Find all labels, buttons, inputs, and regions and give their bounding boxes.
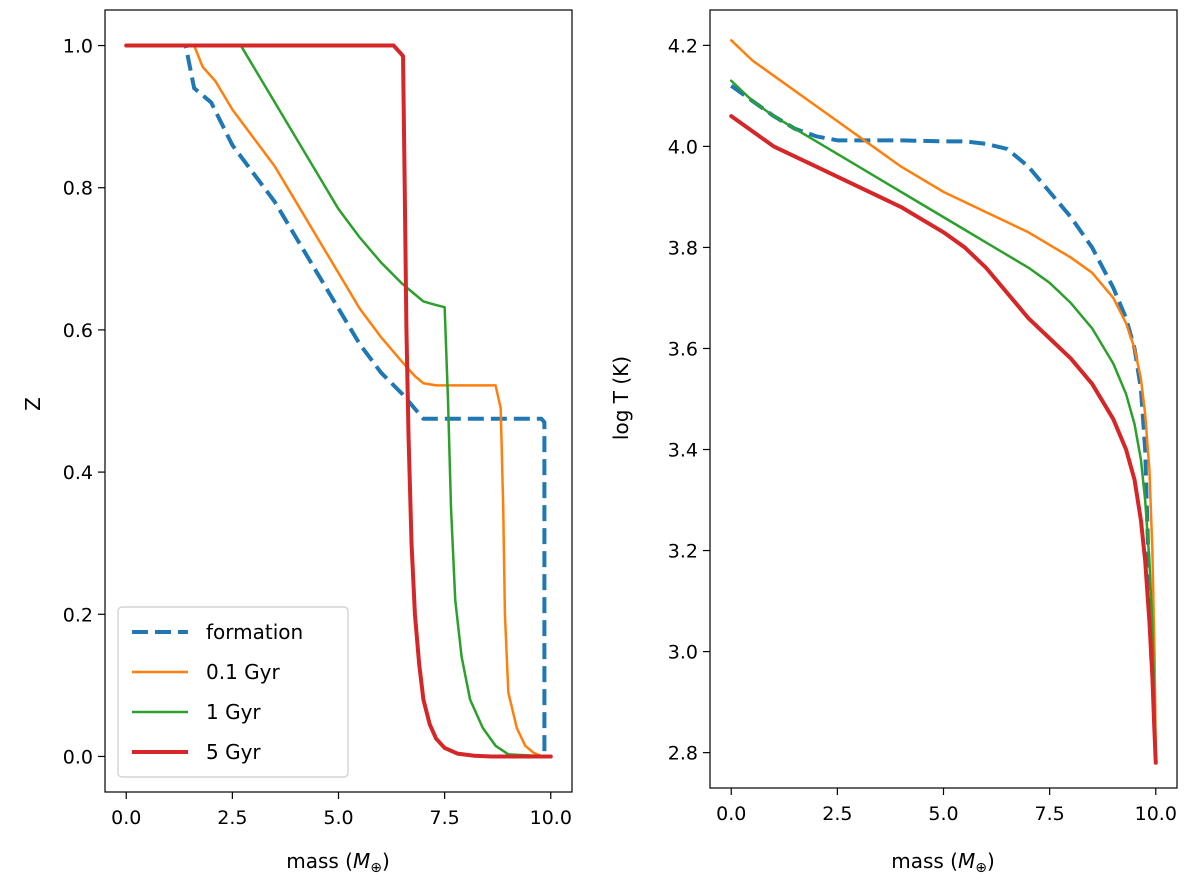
- right-ytick-label: 3.8: [668, 237, 698, 259]
- right-xlabel: mass (M⊕): [891, 849, 995, 876]
- right-xlabel-subscript: ⊕: [975, 860, 987, 876]
- right-series-formation: [730, 84, 1154, 662]
- left-ytick-label: 1.0: [63, 36, 93, 58]
- right-ytick-label: 3.2: [668, 541, 698, 563]
- left-series-5-gyr: [124, 43, 553, 759]
- right-ytick-label: 2.8: [668, 743, 698, 765]
- right-ylabel: log T (K): [609, 356, 633, 440]
- left-xlabel: mass (M⊕): [286, 849, 390, 876]
- right-ytick-label: 4.2: [668, 35, 698, 57]
- right-xtick-label: 0.0: [716, 803, 746, 825]
- left-xtick-label: 7.5: [430, 807, 460, 829]
- legend: formation 0.1 Gyr 1 Gyr 5 Gyr: [117, 606, 349, 778]
- left-ytick-label: 0.4: [63, 462, 93, 484]
- legend-box: [117, 606, 349, 778]
- right-series-5-gyr: [729, 114, 1158, 765]
- legend-items: formation 0.1 Gyr 1 Gyr 5 Gyr: [132, 620, 303, 764]
- right-xtick-label: 2.5: [822, 803, 852, 825]
- right-xtick-label: 7.5: [1035, 803, 1065, 825]
- right-ytick-label: 3.0: [668, 642, 698, 664]
- left-series-0-1-gyr: [124, 44, 553, 758]
- left-xlabel-subscript: ⊕: [370, 860, 382, 876]
- left-ticks-group: 0.0 2.5 5.0 7.5 10.0 0.0 0.2 0.4 0.6 0.8 1.0: [63, 36, 572, 829]
- legend-label-5-gyr: 5 Gyr: [206, 740, 261, 764]
- right-xlabel-close: ): [987, 849, 995, 873]
- left-xtick-label: 10.0: [530, 807, 572, 829]
- right-series-1-gyr: [729, 79, 1158, 764]
- left-ytick-label: 0.2: [63, 604, 93, 626]
- left-xlabel-symbol: M: [353, 849, 370, 873]
- left-ytick-label: 0.8: [63, 178, 93, 200]
- left-xtick-label: 5.0: [323, 807, 353, 829]
- left-series-formation: [126, 43, 551, 759]
- right-xlabel-symbol: M: [958, 849, 975, 873]
- left-panel-z-vs-mass: 0.0 2.5 5.0 7.5 10.0 0.0 0.2 0.4 0.6 0.8 1.0 Z mas…: [21, 9, 573, 876]
- right-series-0-1-gyr: [729, 39, 1158, 754]
- right-xtick-label: 10.0: [1135, 803, 1177, 825]
- legend-label-formation: formation: [206, 620, 303, 644]
- left-ytick-label: 0.6: [63, 320, 93, 342]
- right-xlabel-prefix: mass (: [891, 849, 958, 873]
- right-ytick-label: 4.0: [668, 136, 698, 158]
- right-ticks-group: 0.0 2.5 5.0 7.5 10.0 2.8 3.0 3.2 3.4 3.6 3.8 4.0 4.2: [668, 35, 1177, 825]
- right-series-group: [729, 39, 1158, 765]
- right-panel-logt-vs-mass: 0.0 2.5 5.0 7.5 10.0 2.8 3.0 3.2 3.4 3.6 3.8 4.0 4.2…: [609, 9, 1178, 876]
- left-ytick-label: 0.0: [63, 746, 93, 768]
- left-xtick-label: 0.0: [111, 807, 141, 829]
- legend-label-1-gyr: 1 Gyr: [206, 700, 261, 724]
- left-xlabel-close: ): [382, 849, 390, 873]
- legend-label-0-1-gyr: 0.1 Gyr: [206, 660, 280, 684]
- left-ylabel: Z: [21, 397, 45, 411]
- right-ytick-label: 3.4: [668, 440, 698, 462]
- right-ytick-label: 3.6: [668, 338, 698, 360]
- left-series-group: [124, 43, 553, 759]
- left-series-1-gyr: [124, 44, 553, 758]
- left-xlabel-prefix: mass (: [286, 849, 353, 873]
- right-xtick-label: 5.0: [928, 803, 958, 825]
- left-xtick-label: 2.5: [217, 807, 247, 829]
